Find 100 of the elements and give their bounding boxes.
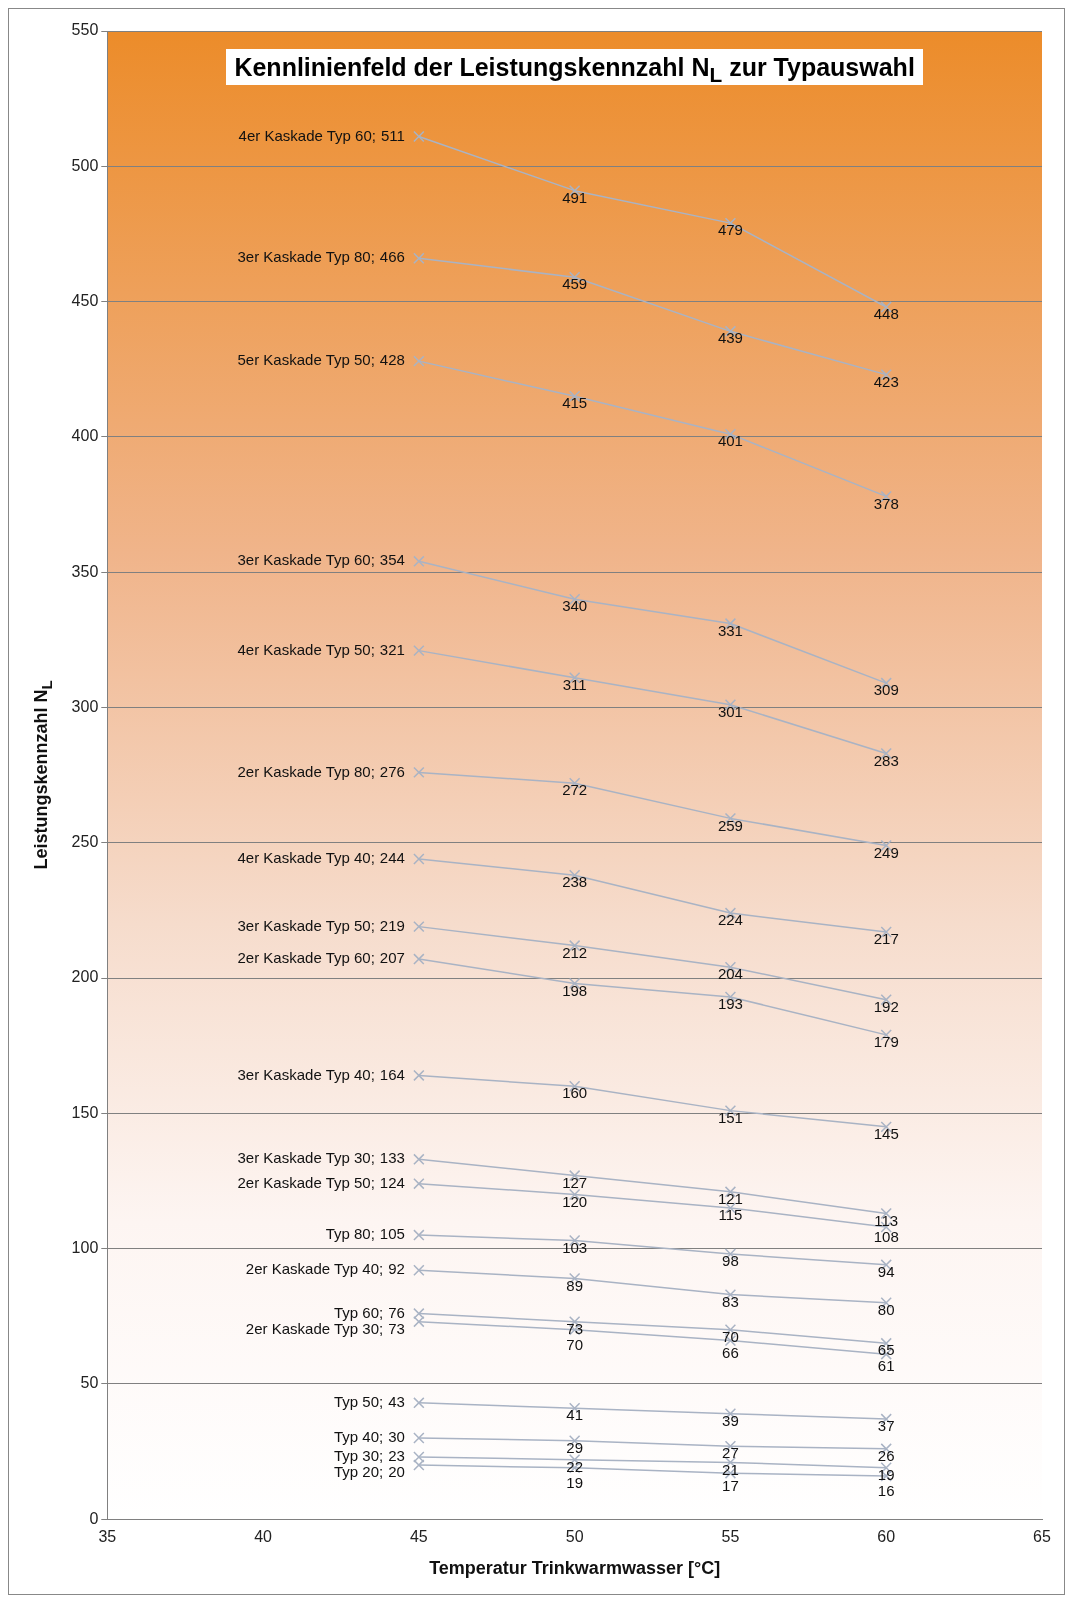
data-label: 22 (566, 1457, 583, 1475)
text: 2er Kaskade Typ 40; (245, 1260, 384, 1278)
data-label: 401 (717, 432, 743, 450)
data-label: 309 (873, 681, 899, 699)
data-label: 219 (379, 916, 405, 934)
data-label: 301 (717, 702, 743, 720)
data-label: 217 (873, 930, 899, 948)
data-label: 39 (722, 1411, 739, 1429)
text: 4er Kaskade Typ 40; (237, 849, 375, 867)
data-label: 511 (380, 126, 405, 144)
y-tick-label: 400 (71, 427, 99, 445)
data-label: 41 (566, 1406, 583, 1424)
text: 3er Kaskade Typ 50; (237, 916, 375, 934)
x-tick-label: 40 (254, 1528, 273, 1546)
data-label: 17 (722, 1476, 739, 1494)
data-label: 192 (873, 997, 899, 1015)
data-label: 354 (379, 551, 405, 569)
data-label: 70 (566, 1335, 583, 1353)
point (413, 130, 425, 143)
point (413, 555, 425, 568)
data-label: 479 (717, 221, 743, 239)
data-label: 439 (717, 329, 743, 347)
data-label: 113 (874, 1211, 899, 1229)
data-label: 244 (379, 849, 405, 867)
text: 2er Kaskade Typ 50; (237, 1173, 375, 1191)
y-tick-label: 250 (71, 833, 99, 851)
data-label: 115 (718, 1206, 743, 1224)
text: 5er Kaskade Typ 50; (237, 351, 375, 369)
data-label: 43 (388, 1392, 405, 1410)
text: 4er Kaskade Typ 50; (237, 640, 375, 658)
data-label: 466 (379, 248, 405, 266)
data-label: 145 (873, 1125, 899, 1142)
data-label: 160 (562, 1084, 588, 1102)
y-tick-label: 200 (71, 968, 99, 986)
data-label: 423 (873, 372, 899, 390)
data-label: 249 (873, 843, 899, 861)
data-label: 321 (379, 640, 405, 658)
x-tick-label: 45 (409, 1528, 428, 1546)
data-label: 121 (717, 1189, 743, 1207)
data-label: 127 (562, 1173, 588, 1191)
x-tick-label: 60 (877, 1528, 896, 1546)
y-tick-label: 0 (89, 1509, 99, 1527)
data-label: 179 (873, 1033, 899, 1050)
data-label: 193 (717, 995, 743, 1013)
data-label: 26 (877, 1446, 895, 1464)
data-label: 37 (877, 1417, 895, 1435)
text: Typ 50; (333, 1392, 384, 1410)
x-tick-label: 35 (98, 1528, 117, 1546)
data-label: 133 (379, 1149, 405, 1167)
text: Typ 20; (333, 1463, 384, 1481)
data-label: 108 (873, 1227, 899, 1245)
data-label: 30 (388, 1428, 405, 1446)
data-label: 212 (562, 943, 588, 961)
point (413, 1069, 425, 1082)
data-label: 311 (562, 675, 587, 693)
point (413, 766, 425, 779)
y-tick-label: 450 (71, 291, 99, 309)
data-label: 331 (717, 621, 743, 639)
point (413, 252, 425, 264)
data-label: 94 (877, 1262, 895, 1280)
x-tick-label: 65 (1033, 1528, 1051, 1546)
x-tick-label: 55 (721, 1528, 740, 1546)
data-label: 378 (873, 494, 899, 512)
data-label: 340 (562, 597, 588, 615)
data-label: 29 (566, 1438, 583, 1456)
y-tick-label: 550 (71, 21, 99, 39)
data-label: 73 (566, 1319, 583, 1337)
data-label: 98 (722, 1252, 739, 1270)
data-label: 238 (562, 873, 588, 891)
data-label: 459 (562, 275, 588, 293)
data-label: 415 (562, 394, 588, 412)
point (413, 1153, 425, 1166)
data-label: 428 (379, 351, 405, 369)
data-label: 198 (562, 981, 588, 999)
data-label: 27 (722, 1444, 739, 1462)
data-label: 80 (877, 1300, 895, 1318)
text: 3er Kaskade Typ 40; (237, 1065, 375, 1083)
point (413, 953, 425, 965)
data-label: 259 (717, 816, 743, 834)
data-label: 105 (379, 1225, 405, 1243)
y-tick-label: 300 (71, 697, 99, 715)
text: Typ 80; (325, 1225, 375, 1243)
point (413, 355, 425, 367)
y-tick-label: 150 (71, 1103, 99, 1121)
data-label: 283 (873, 751, 899, 769)
y-tick-label: 100 (71, 1239, 99, 1257)
point (413, 1432, 425, 1444)
y-tick-label: 500 (71, 156, 99, 174)
data-label: 23 (388, 1447, 405, 1465)
data-label: 19 (566, 1473, 583, 1491)
text: Typ 60; (333, 1303, 384, 1321)
text: Typ 30; (333, 1447, 384, 1465)
data-label: 65 (877, 1341, 895, 1359)
point (413, 853, 425, 865)
data-label: 164 (379, 1065, 405, 1083)
text: 3er Kaskade Typ 30; (237, 1149, 375, 1167)
text: 3er Kaskade Typ 80; (237, 248, 375, 266)
point (413, 920, 425, 933)
data-label: 21 (722, 1460, 739, 1478)
data-label: 92 (388, 1260, 405, 1278)
